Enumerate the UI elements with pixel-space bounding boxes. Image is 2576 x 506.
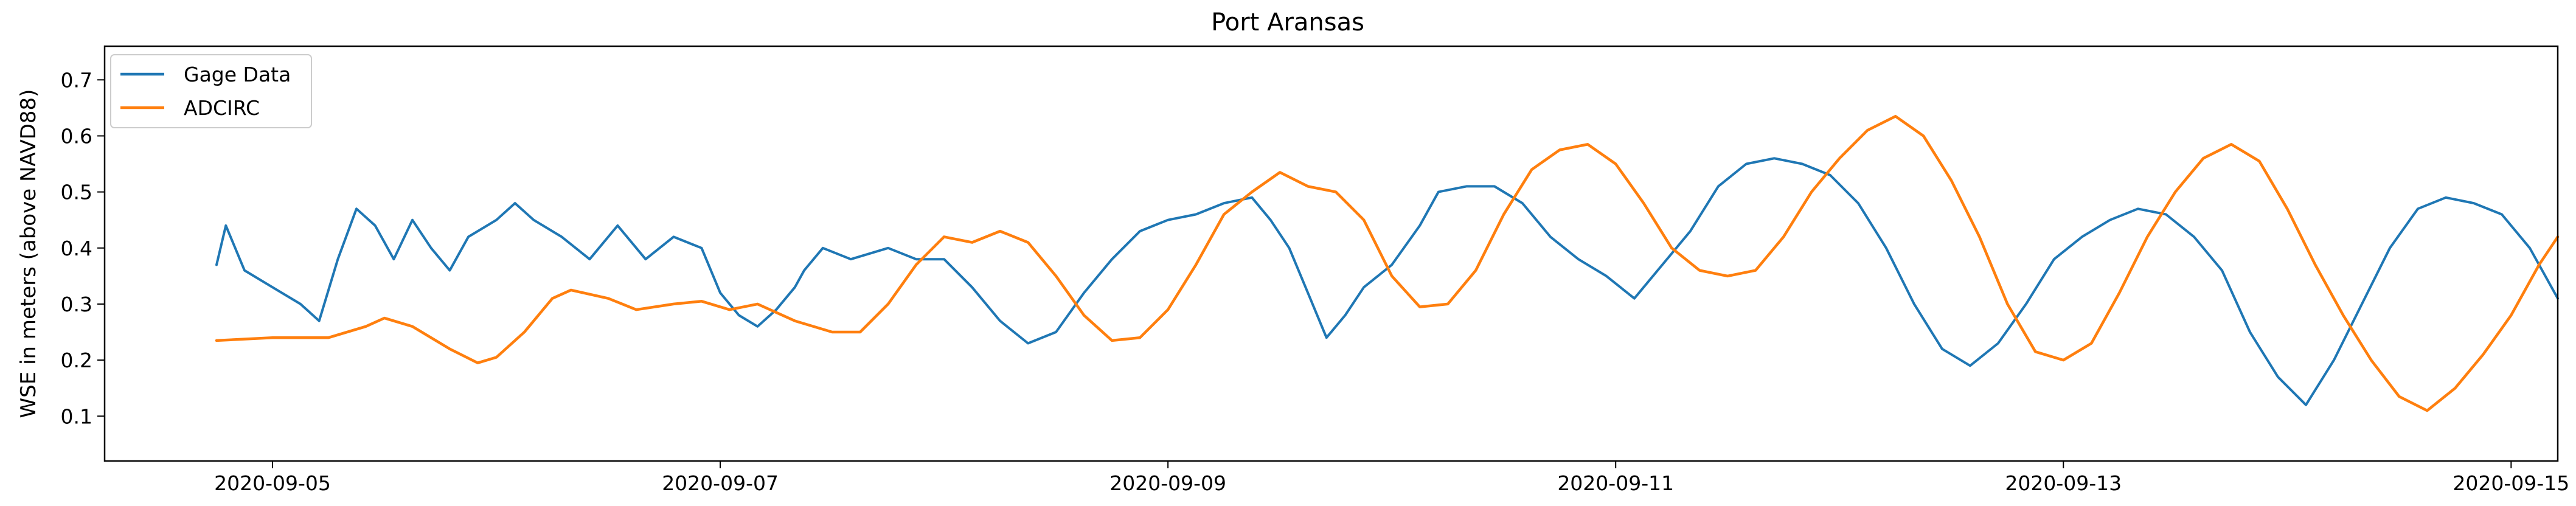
y-axis-label: WSE in meters (above NAVD88) [16,89,41,418]
y-tick-label: 0.5 [61,181,92,204]
y-tick-label: 0.4 [61,237,92,260]
y-tick-label: 0.7 [61,68,92,92]
series-layer [215,114,2560,412]
x-tick-label: 2020-09-05 [214,471,331,495]
x-tick-label: 2020-09-07 [662,471,779,495]
series-line-gage-data [215,157,2559,406]
y-tick-label: 0.2 [61,348,92,372]
y-axis: 0.1 0.2 0.3 0.4 0.5 0.6 0.7 [61,68,105,428]
y-tick-label: 0.6 [61,124,92,148]
legend-label-adcirc: ADCIRC [184,96,260,120]
legend-label-gage-data: Gage Data [184,63,291,86]
x-axis: 2020-09-05 2020-09-07 2020-09-09 2020-09-11… [214,461,2569,495]
y-tick-label: 0.3 [61,293,92,316]
plot-area: 2020-09-05 2020-09-07 2020-09-09 2020-09-11… [61,45,2569,495]
x-tick-label: 2020-09-09 [1109,471,1226,495]
legend: Gage Data ADCIRC [110,54,312,128]
series-line-adcirc [215,114,2560,412]
y-tick-label: 0.1 [61,404,92,428]
x-tick-label: 2020-09-15 [2453,471,2569,495]
chart-title: Port Aransas [1211,9,1364,36]
x-tick-label: 2020-09-11 [1557,471,1674,495]
axes-frame [103,45,2559,462]
x-tick-label: 2020-09-13 [2005,471,2122,495]
